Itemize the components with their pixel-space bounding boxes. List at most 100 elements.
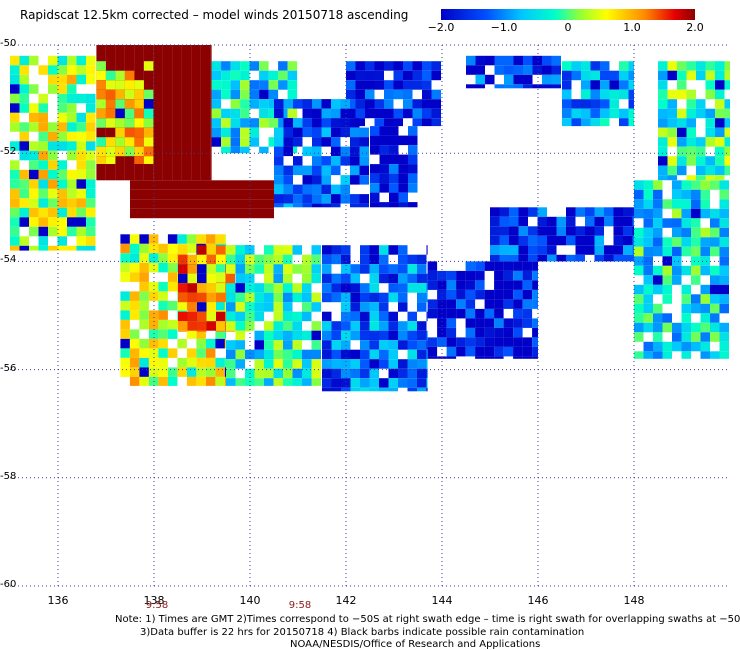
heatmap-cell (76, 131, 86, 142)
heatmap-cell (494, 356, 504, 359)
heatmap-cell (446, 318, 457, 328)
heatmap-cell (105, 118, 116, 128)
heatmap-cell (466, 65, 476, 75)
heatmap-cell (417, 330, 427, 341)
heatmap-cell (503, 299, 514, 309)
heatmap-cell (662, 199, 672, 209)
heatmap-cell (29, 179, 39, 189)
heatmap-cell (628, 118, 634, 127)
heatmap-cell (710, 284, 720, 295)
heatmap-cell (10, 169, 20, 180)
heatmap-cell (322, 330, 332, 341)
heatmap-cell (197, 321, 207, 331)
heatmap-cell (283, 254, 293, 265)
heatmap-cell (389, 145, 399, 155)
heatmap-cell (398, 164, 408, 174)
heatmap-cell (278, 80, 288, 90)
heatmap-cell (153, 149, 163, 159)
heatmap-cell (504, 55, 514, 66)
heatmap-cell (10, 122, 20, 132)
heatmap-cell (96, 99, 106, 109)
heatmap-cell (10, 112, 20, 123)
heatmap-cell (724, 137, 730, 147)
heatmap-cell (571, 61, 581, 71)
heatmap-cell (311, 321, 321, 331)
heatmap-cell (575, 207, 585, 217)
heatmap-cell (177, 208, 187, 219)
heatmap-cell (407, 387, 417, 392)
heatmap-cell (311, 359, 321, 369)
heatmap-cell (292, 349, 302, 360)
heatmap-cell (19, 131, 29, 142)
x-tick-label: 136 (47, 594, 69, 607)
heatmap-cell (389, 135, 399, 146)
heatmap-cell (311, 349, 321, 360)
heatmap-cell (197, 292, 207, 303)
heatmap-cell (129, 253, 140, 263)
heatmap-cell (537, 254, 547, 262)
heatmap-cell (206, 264, 216, 274)
heatmap-cell (331, 108, 341, 119)
heatmap-cell (253, 189, 263, 200)
heatmap-cell (609, 99, 619, 109)
heatmap-cell (139, 300, 149, 311)
heatmap-cell (29, 226, 39, 237)
heatmap-cell (700, 189, 710, 200)
heatmap-cell (653, 332, 663, 342)
heatmap-cell (191, 168, 201, 178)
heatmap-cell (446, 270, 457, 281)
heatmap-cell (283, 311, 293, 322)
heatmap-cell (490, 226, 500, 236)
heatmap-cell (191, 102, 201, 112)
heatmap-cell (210, 121, 212, 131)
heatmap-cell (292, 245, 302, 255)
heatmap-cell (230, 137, 241, 147)
heatmap-cell (581, 61, 591, 71)
heatmap-cell (446, 327, 457, 338)
heatmap-cell (700, 227, 710, 238)
heatmap-cell (485, 55, 495, 66)
heatmap-cell (653, 246, 663, 257)
heatmap-cell (210, 168, 212, 178)
heatmap-cell (475, 84, 485, 89)
heatmap-cell (186, 348, 197, 358)
heatmap-cell (417, 264, 427, 274)
heatmap-cell (321, 137, 331, 147)
heatmap-cell (331, 245, 341, 255)
heatmap-cell (124, 80, 135, 90)
heatmap-cell (398, 283, 408, 293)
heatmap-cell (426, 387, 428, 392)
heatmap-cell (643, 265, 653, 276)
heatmap-cell (681, 237, 691, 247)
heatmap-cell (272, 180, 274, 190)
heatmap-cell (57, 169, 67, 180)
heatmap-cell (293, 137, 303, 147)
heatmap-cell (225, 208, 235, 219)
heatmap-cell (57, 198, 67, 208)
heatmap-cell (273, 330, 283, 341)
heatmap-cell (350, 330, 360, 341)
heatmap-cell (446, 289, 457, 300)
heatmap-cell (634, 351, 644, 359)
heatmap-cell (234, 208, 244, 219)
heatmap-cell (355, 108, 365, 119)
heatmap-cell (662, 218, 672, 228)
heatmap-cell (273, 368, 283, 379)
heatmap-cell (29, 207, 39, 218)
heatmap-cell (374, 99, 384, 109)
heatmap-cell (322, 359, 332, 369)
heatmap-cell (485, 74, 495, 85)
heatmap-cell (551, 65, 561, 75)
heatmap-cell (225, 189, 235, 200)
heatmap-cell (283, 146, 293, 157)
heatmap-cell (681, 265, 691, 276)
heatmap-cell (566, 207, 576, 217)
heatmap-cell (177, 338, 187, 349)
heatmap-cell (388, 264, 398, 274)
colorbar-label: −2.0 (427, 21, 455, 34)
heatmap-cell (210, 45, 212, 55)
heatmap-cell (321, 156, 331, 166)
heatmap-cell (350, 137, 360, 147)
heatmap-cell (350, 368, 360, 379)
heatmap-cell (389, 183, 399, 193)
